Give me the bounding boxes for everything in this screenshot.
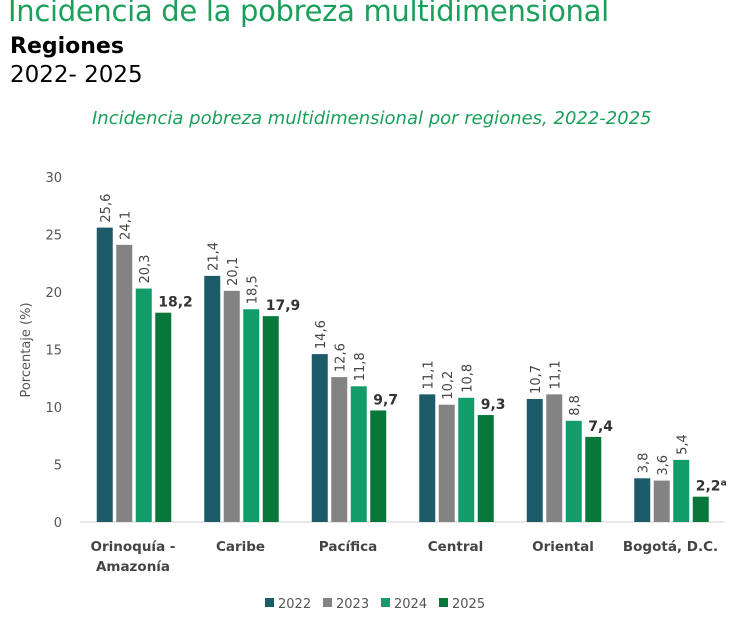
- bar-2025: [585, 436, 602, 522]
- bar-2024: [458, 397, 475, 522]
- data-label: 10,2: [441, 371, 456, 400]
- bar-2025: [370, 410, 387, 522]
- bar-2025: [692, 496, 709, 522]
- legend-swatch: [439, 598, 448, 607]
- bar-2024: [243, 309, 260, 522]
- bar-2025: [262, 316, 279, 522]
- data-label: 21,4: [206, 242, 221, 271]
- bar-2023: [438, 404, 455, 522]
- legend-label: 2023: [336, 597, 369, 612]
- legend-label: 2024: [394, 597, 427, 612]
- category-label: Central: [428, 539, 484, 555]
- legend-swatch: [323, 598, 332, 607]
- bar-2024: [565, 420, 582, 522]
- page-subtitle: Regiones: [10, 34, 124, 59]
- data-label: 20,3: [138, 255, 153, 284]
- data-label: 9,7: [373, 392, 398, 408]
- bar-2022: [96, 227, 113, 522]
- page-title: Incidencia de la pobreza multidimensiona…: [8, 0, 609, 28]
- y-axis-label: Porcentaje (%): [19, 302, 34, 397]
- bar-2023: [223, 290, 240, 522]
- y-tick-label: 25: [45, 229, 62, 244]
- bar-2024: [673, 459, 690, 522]
- y-tick-label: 30: [45, 171, 62, 186]
- bar-2024: [350, 386, 367, 522]
- chart-title: Incidencia pobreza multidimensional por …: [92, 108, 652, 129]
- category-label: Orinoquía -: [91, 539, 176, 555]
- bar-2022: [634, 478, 651, 522]
- legend-label: 2022: [278, 597, 311, 612]
- data-label: 20,1: [226, 257, 241, 286]
- category-label: Bogotá, D.C.: [623, 539, 718, 555]
- data-label: 8,8: [568, 395, 583, 416]
- legend-swatch: [265, 598, 274, 607]
- y-tick-label: 5: [54, 459, 62, 474]
- data-label: 11,8: [353, 352, 368, 381]
- data-label: 11,1: [548, 360, 563, 389]
- legend-label: 2025: [452, 597, 485, 612]
- y-tick-label: 20: [45, 286, 62, 301]
- data-label: 10,8: [460, 364, 475, 393]
- bar-2022: [204, 275, 221, 522]
- data-label: 3,8: [636, 453, 651, 474]
- bar-2022: [419, 394, 436, 522]
- data-label: 2,2a: [696, 479, 727, 495]
- data-label: 11,1: [421, 360, 436, 389]
- bar-2022: [311, 354, 328, 522]
- bar-2024: [135, 288, 152, 522]
- data-label: 14,6: [314, 320, 329, 349]
- data-label: 9,3: [481, 397, 506, 413]
- bar-2022: [526, 398, 543, 522]
- data-label: 24,1: [118, 211, 133, 240]
- y-tick-label: 0: [54, 516, 62, 531]
- bar-2025: [155, 312, 172, 522]
- category-label: Oriental: [532, 539, 594, 555]
- bar-2023: [331, 377, 348, 522]
- data-label: 7,4: [588, 419, 613, 435]
- bar-2025: [477, 415, 494, 522]
- data-label: 17,9: [266, 298, 301, 314]
- data-label: 5,4: [675, 434, 690, 455]
- category-label: Amazonía: [96, 559, 170, 575]
- data-label: 3,6: [656, 455, 671, 476]
- bar-2023: [653, 480, 670, 522]
- bar-2023: [116, 244, 133, 522]
- category-label: Caribe: [216, 539, 265, 555]
- legend-swatch: [381, 598, 390, 607]
- data-label: 25,6: [99, 194, 114, 223]
- y-tick-label: 15: [45, 344, 62, 359]
- data-label: 18,5: [245, 275, 260, 304]
- bar-2023: [546, 394, 563, 522]
- category-label: Pacífica: [319, 539, 377, 555]
- y-tick-label: 10: [45, 401, 62, 416]
- data-label: 10,7: [529, 365, 544, 394]
- data-label: 18,2: [158, 295, 193, 311]
- period: 2022- 2025: [10, 62, 143, 88]
- data-label: 12,6: [333, 343, 348, 372]
